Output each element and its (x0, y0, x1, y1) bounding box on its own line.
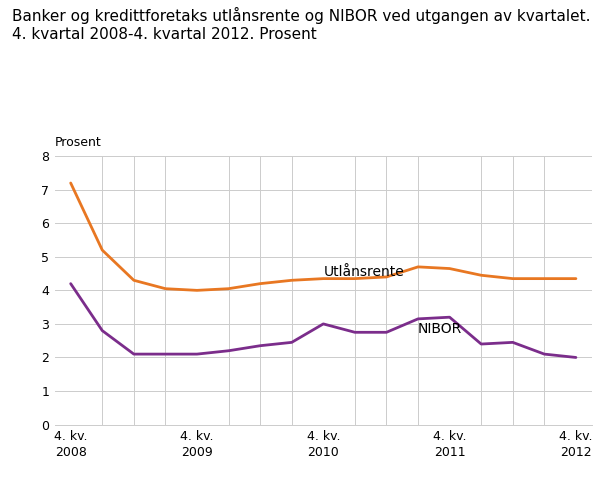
Text: NIBOR: NIBOR (418, 322, 462, 336)
Text: 4. kvartal 2008-4. kvartal 2012. Prosent: 4. kvartal 2008-4. kvartal 2012. Prosent (12, 27, 317, 42)
Text: Prosent: Prosent (55, 136, 102, 149)
Text: Utlånsrente: Utlånsrente (323, 265, 404, 279)
Text: Banker og kredittforetaks utlånsrente og NIBOR ved utgangen av kvartalet.: Banker og kredittforetaks utlånsrente og… (12, 7, 590, 24)
